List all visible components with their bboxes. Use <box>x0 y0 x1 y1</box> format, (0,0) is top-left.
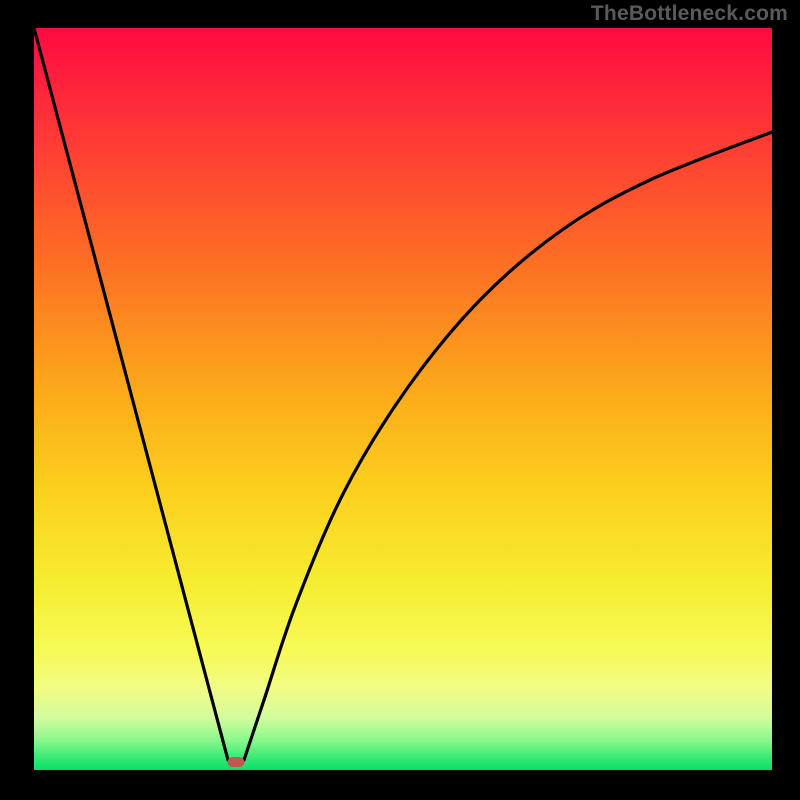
minimum-marker <box>228 757 245 767</box>
chart-stage: TheBottleneck.com <box>0 0 800 800</box>
chart-svg <box>0 0 800 800</box>
watermark-text: TheBottleneck.com <box>591 2 788 26</box>
plot-background <box>34 28 772 770</box>
